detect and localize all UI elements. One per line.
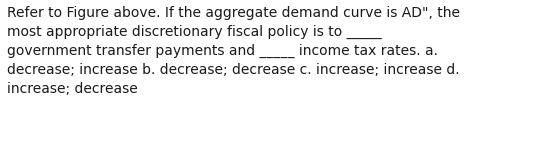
Text: Refer to Figure above. If the aggregate demand curve is AD", the
most appropriat: Refer to Figure above. If the aggregate … [7, 6, 460, 96]
